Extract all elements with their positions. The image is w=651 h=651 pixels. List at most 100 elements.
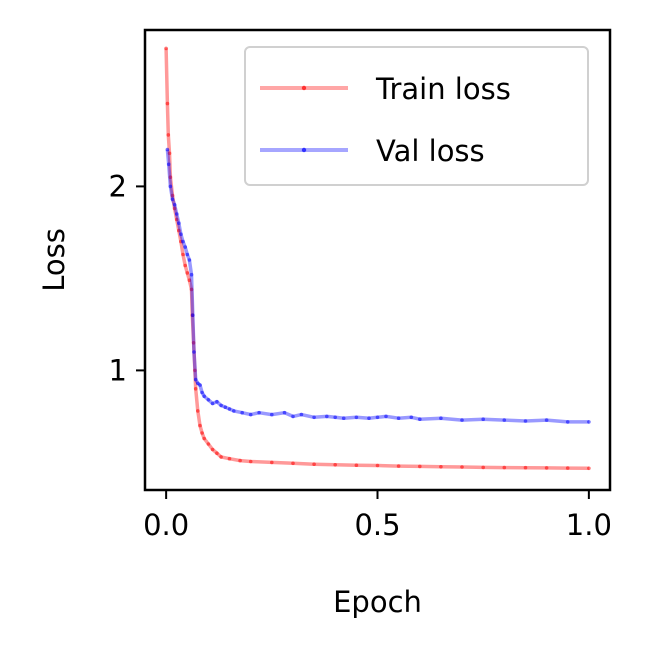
data-point-val-loss bbox=[460, 418, 464, 422]
data-point-train-loss bbox=[177, 228, 181, 233]
data-point-train-loss bbox=[193, 387, 198, 391]
legend-marker-train-loss bbox=[301, 85, 307, 91]
data-point-train-loss bbox=[196, 409, 200, 413]
data-point-val-loss bbox=[170, 197, 175, 202]
data-point-train-loss bbox=[206, 442, 211, 446]
y-tick-label: 1 bbox=[109, 353, 127, 387]
data-point-val-loss bbox=[193, 377, 198, 382]
data-point-train-loss bbox=[219, 455, 223, 459]
data-point-val-loss bbox=[396, 416, 401, 421]
data-point-val-loss bbox=[341, 416, 346, 421]
data-point-train-loss bbox=[215, 451, 219, 456]
x-tick-label: 1.0 bbox=[566, 508, 612, 542]
data-point-train-loss bbox=[523, 465, 528, 470]
data-point-val-loss bbox=[354, 415, 359, 420]
data-point-train-loss bbox=[439, 465, 443, 469]
data-point-val-loss bbox=[502, 418, 507, 422]
data-point-train-loss bbox=[165, 101, 170, 106]
y-axis-title: Loss bbox=[37, 228, 71, 292]
data-point-val-loss bbox=[165, 147, 170, 152]
data-point-val-loss bbox=[565, 420, 570, 424]
data-point-train-loss bbox=[565, 466, 570, 470]
data-point-train-loss bbox=[270, 460, 274, 465]
data-point-val-loss bbox=[333, 415, 338, 420]
data-point-val-loss bbox=[375, 415, 380, 420]
series-line-train-loss bbox=[164, 48, 589, 471]
data-point-val-loss bbox=[177, 221, 181, 225]
data-point-val-loss bbox=[439, 416, 443, 421]
data-point-val-loss bbox=[523, 419, 528, 423]
data-point-train-loss bbox=[227, 456, 232, 461]
data-point-train-loss bbox=[248, 459, 253, 464]
data-point-val-loss bbox=[282, 410, 287, 415]
data-point-val-loss bbox=[172, 203, 177, 207]
series-line-val-loss bbox=[165, 149, 589, 424]
legend-label-train-loss: Train loss bbox=[375, 72, 511, 106]
data-point-train-loss bbox=[481, 465, 486, 470]
plot-area bbox=[164, 46, 591, 471]
x-axis-title: Epoch bbox=[333, 585, 422, 619]
data-point-train-loss bbox=[187, 278, 192, 283]
data-point-train-loss bbox=[168, 175, 173, 179]
data-point-val-loss bbox=[219, 403, 223, 408]
data-point-val-loss bbox=[185, 252, 190, 257]
data-point-train-loss bbox=[172, 206, 177, 211]
data-point-train-loss bbox=[191, 341, 196, 345]
data-point-val-loss bbox=[179, 232, 183, 236]
data-point-val-loss bbox=[198, 383, 202, 387]
data-point-train-loss bbox=[166, 133, 171, 137]
data-point-train-loss bbox=[164, 46, 168, 51]
data-point-train-loss bbox=[291, 461, 295, 466]
data-point-train-loss bbox=[354, 463, 359, 468]
x-tick-label: 0.0 bbox=[143, 508, 189, 542]
data-point-val-loss bbox=[183, 245, 187, 249]
data-point-val-loss bbox=[248, 412, 253, 417]
data-point-val-loss bbox=[189, 272, 194, 277]
data-point-val-loss bbox=[409, 415, 414, 420]
data-point-val-loss bbox=[544, 418, 549, 422]
data-point-val-loss bbox=[312, 415, 316, 420]
data-point-val-loss bbox=[202, 394, 206, 399]
data-point-val-loss bbox=[232, 409, 236, 413]
legend-label-val-loss: Val loss bbox=[376, 134, 485, 168]
data-point-val-loss bbox=[325, 414, 329, 419]
data-point-train-loss bbox=[210, 447, 215, 452]
data-point-train-loss bbox=[200, 431, 204, 435]
data-point-val-loss bbox=[418, 417, 422, 422]
data-point-val-loss bbox=[210, 401, 215, 406]
data-point-train-loss bbox=[198, 423, 202, 428]
data-point-train-loss bbox=[181, 252, 185, 257]
data-point-val-loss bbox=[187, 258, 192, 262]
x-axis: 0.0 0.5 1.0 bbox=[143, 490, 612, 542]
data-point-train-loss bbox=[460, 465, 464, 469]
data-point-train-loss bbox=[587, 466, 591, 471]
data-point-train-loss bbox=[312, 462, 316, 467]
data-point-train-loss bbox=[333, 463, 338, 467]
data-point-train-loss bbox=[396, 464, 401, 468]
data-point-val-loss bbox=[291, 414, 295, 419]
x-tick-label: 0.5 bbox=[354, 508, 400, 542]
y-tick-label: 2 bbox=[109, 169, 127, 203]
data-point-val-loss bbox=[384, 414, 388, 419]
data-point-val-loss bbox=[257, 410, 261, 415]
data-point-val-loss bbox=[587, 420, 591, 424]
data-point-val-loss bbox=[200, 390, 204, 395]
data-point-val-loss bbox=[166, 162, 171, 167]
data-point-train-loss bbox=[544, 466, 549, 470]
data-point-val-loss bbox=[191, 313, 195, 318]
y-axis: 12 bbox=[109, 169, 145, 387]
data-point-val-loss bbox=[168, 184, 173, 189]
data-point-val-loss bbox=[181, 239, 185, 244]
data-point-val-loss bbox=[270, 412, 274, 417]
data-point-val-loss bbox=[206, 398, 211, 402]
data-point-val-loss bbox=[367, 416, 371, 421]
data-point-train-loss bbox=[185, 271, 190, 275]
data-point-train-loss bbox=[502, 465, 507, 470]
data-point-train-loss bbox=[167, 151, 172, 156]
data-point-train-loss bbox=[375, 463, 380, 468]
data-point-train-loss bbox=[189, 287, 194, 292]
data-point-train-loss bbox=[418, 464, 422, 469]
data-point-val-loss bbox=[223, 405, 228, 410]
data-point-train-loss bbox=[170, 193, 175, 198]
